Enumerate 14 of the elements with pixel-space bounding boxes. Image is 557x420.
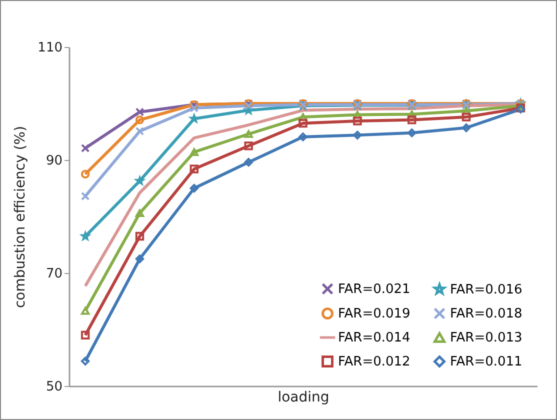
legend-label: FAR=0.019 <box>338 306 410 322</box>
legend-label: FAR=0.018 <box>450 306 522 322</box>
y-axis-title: combustion efficiency (%) <box>12 126 29 308</box>
x-axis-title: loading <box>278 390 330 406</box>
y-tick-label: 50 <box>46 380 62 394</box>
legend-label: FAR=0.021 <box>338 282 410 297</box>
legend-label: FAR=0.013 <box>450 330 522 346</box>
legend-label: FAR=0.011 <box>450 354 522 370</box>
legend-label: FAR=0.016 <box>450 282 522 298</box>
y-tick-label: 110 <box>38 40 62 56</box>
legend-label: FAR=0.014 <box>338 330 410 346</box>
y-tick-label: 90 <box>46 154 62 168</box>
legend-label: FAR=0.012 <box>338 354 410 370</box>
y-tick-label: 70 <box>46 266 62 282</box>
